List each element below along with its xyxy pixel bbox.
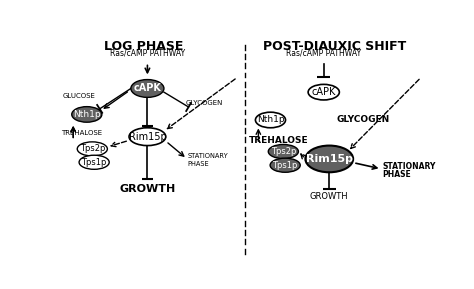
Text: Nth1p: Nth1p [256, 116, 284, 125]
Text: TREHALOSE: TREHALOSE [248, 136, 308, 145]
Text: PHASE: PHASE [383, 171, 411, 179]
Text: GROWTH: GROWTH [310, 192, 348, 201]
Text: Ras/cAMP PATHWAY: Ras/cAMP PATHWAY [286, 49, 361, 58]
Text: POST-DIAUXIC SHIFT: POST-DIAUXIC SHIFT [263, 40, 406, 53]
Text: Rim15p: Rim15p [128, 132, 166, 142]
Ellipse shape [131, 79, 164, 97]
Text: GLYCOGEN: GLYCOGEN [337, 116, 390, 125]
Text: cAPK: cAPK [134, 84, 161, 93]
Text: Tps2p: Tps2p [271, 147, 296, 156]
Text: Ras/cAMP PATHWAY: Ras/cAMP PATHWAY [110, 49, 185, 58]
Ellipse shape [79, 155, 109, 169]
Ellipse shape [308, 84, 339, 100]
Ellipse shape [255, 112, 285, 128]
Ellipse shape [72, 107, 102, 122]
Text: cAPK: cAPK [311, 87, 336, 97]
Ellipse shape [268, 144, 299, 159]
Ellipse shape [129, 128, 166, 146]
Text: STATIONARY: STATIONARY [188, 153, 228, 159]
Text: PHASE: PHASE [188, 161, 210, 167]
Text: Nth1p: Nth1p [73, 110, 100, 119]
Ellipse shape [77, 142, 108, 156]
Text: STATIONARY: STATIONARY [383, 162, 436, 171]
Ellipse shape [270, 158, 300, 172]
Text: Rim15p: Rim15p [306, 154, 353, 164]
Text: LOG PHASE: LOG PHASE [104, 40, 183, 53]
Ellipse shape [305, 146, 353, 172]
Text: Tps2p: Tps2p [80, 144, 105, 153]
Text: GROWTH: GROWTH [119, 184, 175, 194]
Text: GLYCOGEN: GLYCOGEN [186, 100, 223, 106]
Text: GLUCOSE: GLUCOSE [62, 93, 95, 99]
Text: TREHALOSE: TREHALOSE [61, 130, 102, 136]
Text: Tps1p: Tps1p [273, 161, 298, 170]
Text: Tps1p: Tps1p [82, 158, 107, 167]
